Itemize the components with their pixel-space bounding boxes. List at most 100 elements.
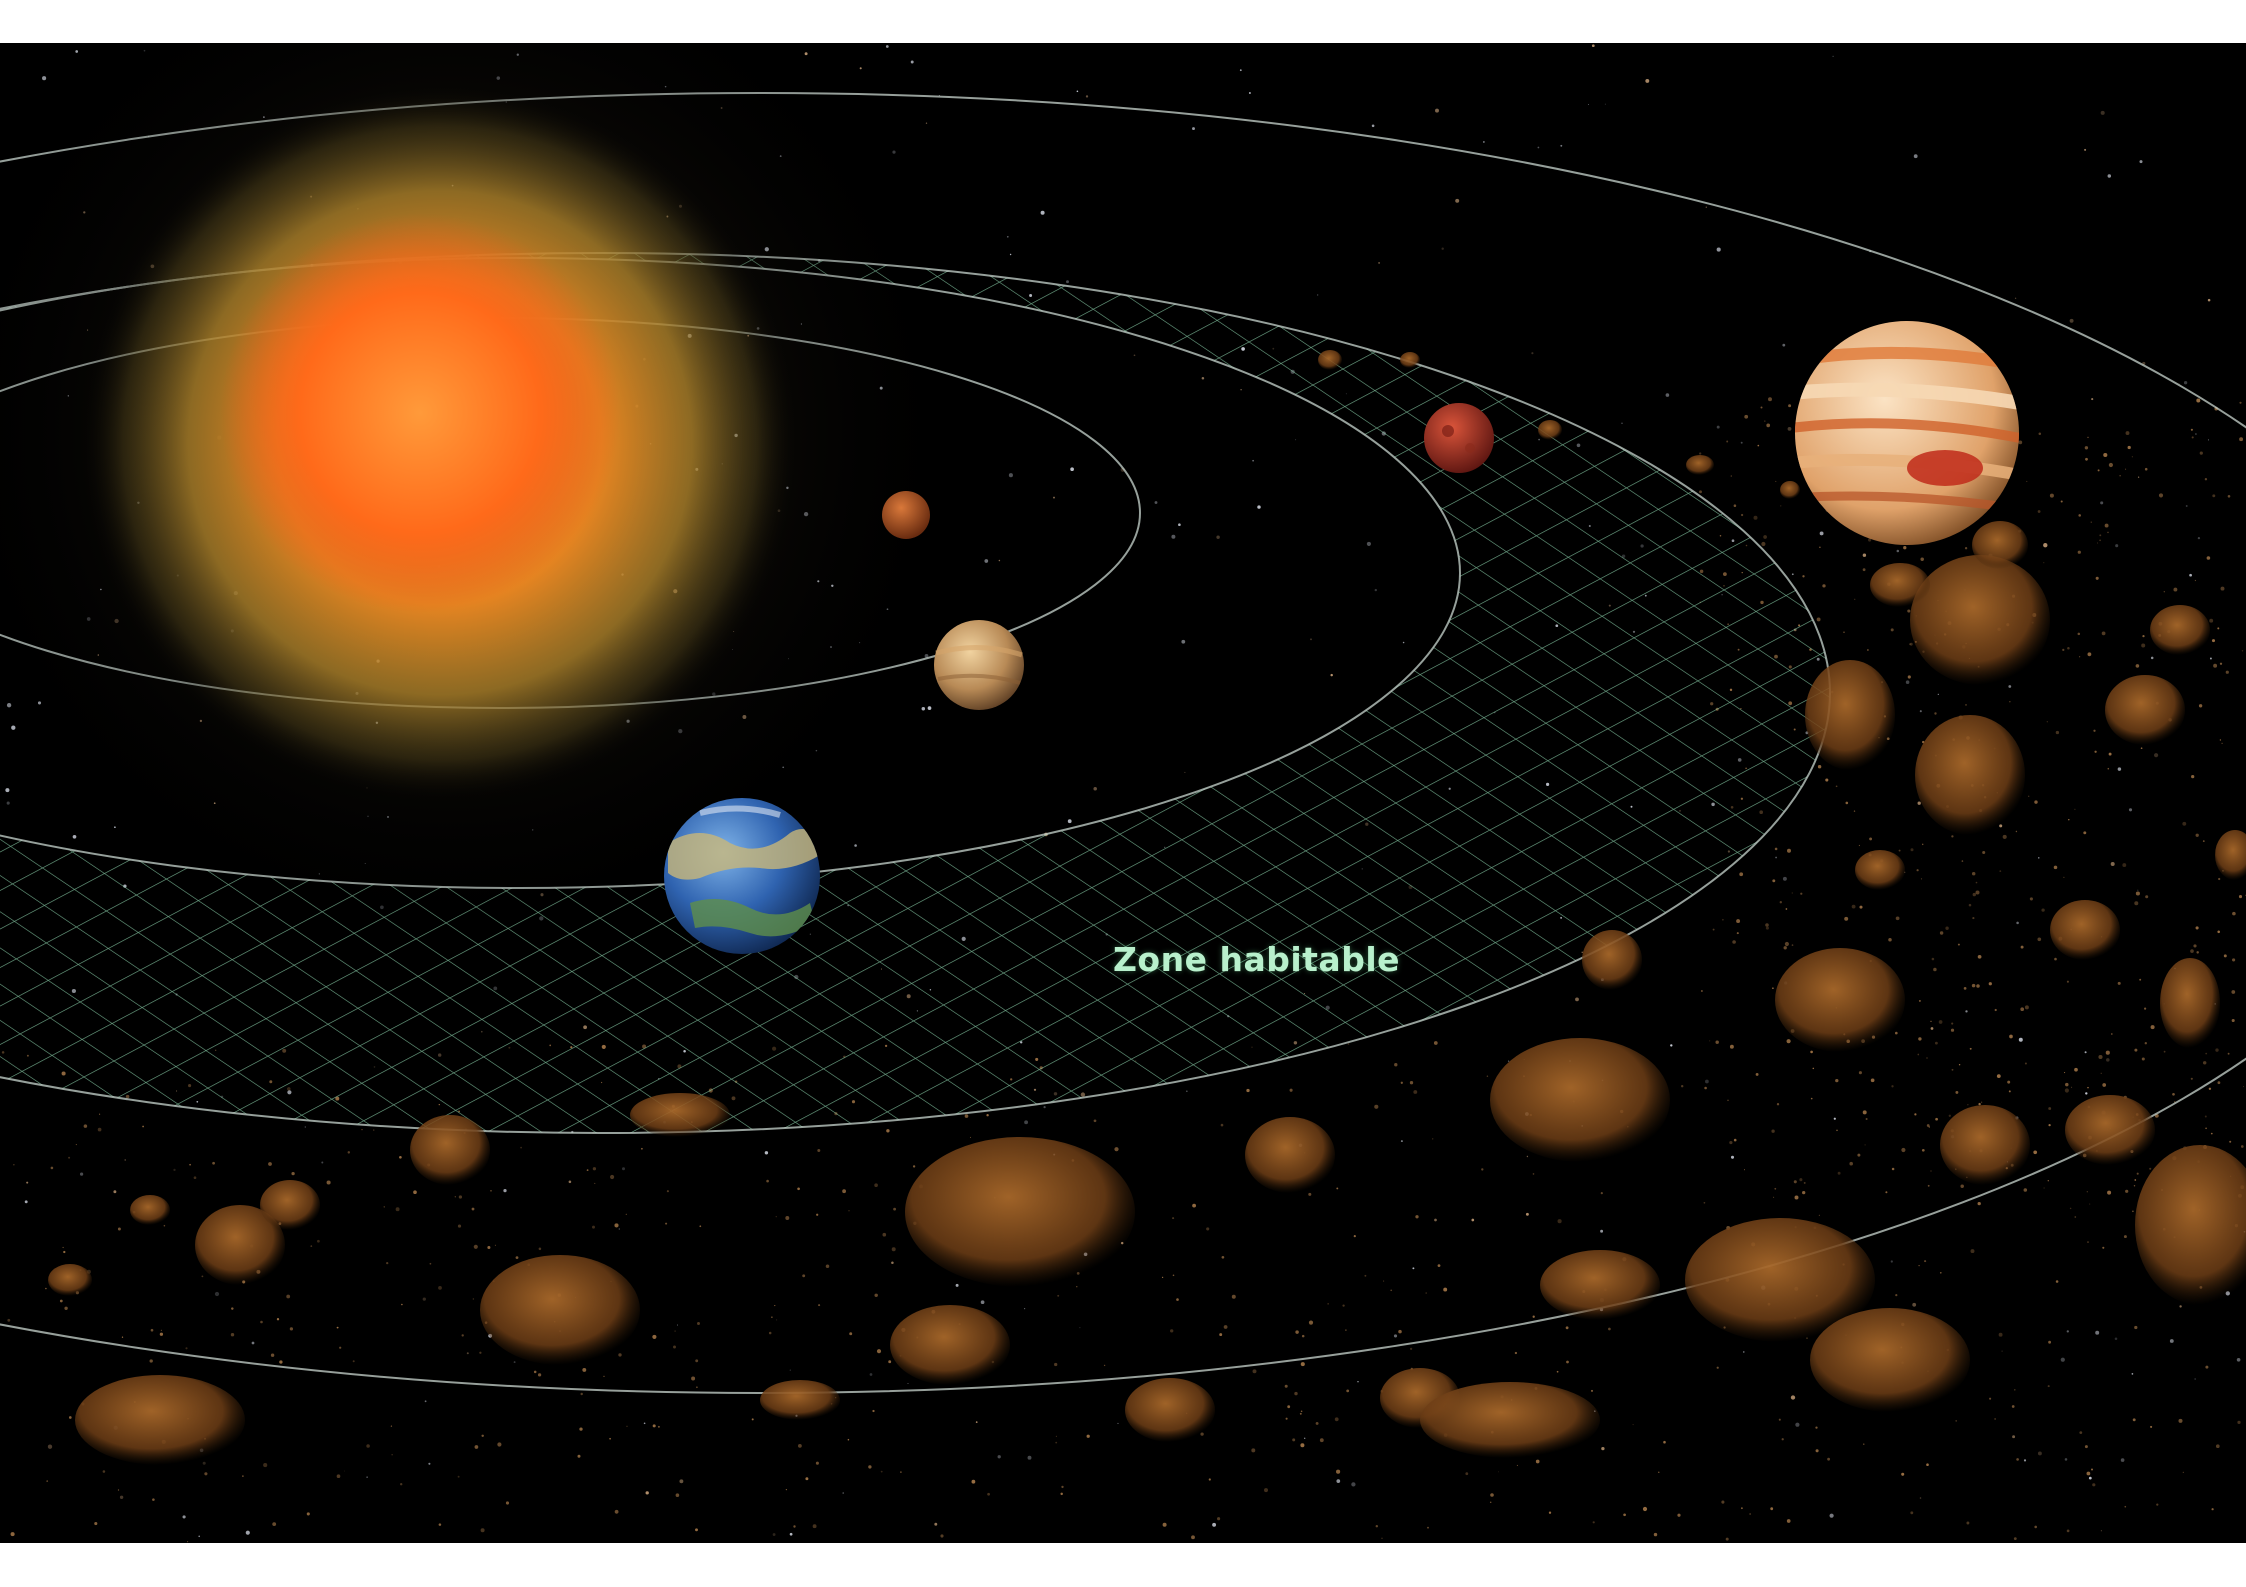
dust-particle [1535, 1459, 1540, 1464]
dust-particle [59, 1299, 63, 1303]
asteroid [2050, 900, 2120, 960]
star-dot [910, 60, 914, 64]
asteroid [1775, 948, 1905, 1052]
dust-particle [876, 1349, 882, 1354]
star-dot [1024, 1308, 1026, 1310]
habitable-zone-label: Zone habitable [1113, 940, 1401, 979]
star-dot [2169, 1339, 2174, 1343]
dust-particle [185, 1347, 188, 1350]
solar-system-diagram: Zone habitable [0, 43, 2246, 1543]
star-dot [1591, 44, 1595, 48]
dust-particle [1172, 1274, 1175, 1277]
dust-particle [1327, 1303, 1329, 1305]
dust-particle [94, 1522, 98, 1526]
star-dot [1117, 1422, 1119, 1424]
dust-particle [152, 1498, 155, 1501]
dust-particle [438, 1523, 442, 1526]
dust-particle [774, 1305, 776, 1307]
dust-particle [336, 1326, 339, 1329]
dust-particle [1294, 1391, 1298, 1396]
dust-particle [538, 1247, 542, 1251]
dust-particle [1076, 1286, 1078, 1288]
dust-particle [1721, 1500, 1725, 1504]
dust-particle [159, 1332, 164, 1336]
dust-particle [1895, 1294, 1898, 1297]
dust-particle [1998, 1332, 2003, 1337]
dust-particle [614, 1509, 619, 1514]
dust-particle [880, 1470, 883, 1473]
star-dot [1085, 95, 1089, 98]
dust-particle [695, 1528, 698, 1532]
sun [0, 43, 970, 953]
dust-particle [2079, 1431, 2083, 1434]
asteroid [1125, 1378, 1215, 1442]
dust-particle [473, 1244, 478, 1249]
dust-particle [481, 1434, 484, 1438]
dust-particle [1827, 1457, 1830, 1461]
star-dot [2023, 1459, 2027, 1462]
dust-particle [150, 1328, 154, 1332]
asteroid [630, 1093, 730, 1137]
dust-particle [1770, 1507, 1774, 1511]
star-dot [1832, 55, 1834, 58]
star-dot [1304, 1437, 1306, 1439]
dust-particle [1054, 1362, 1058, 1367]
dust-particle [149, 1359, 153, 1363]
dust-particle [868, 1465, 872, 1469]
dust-particle [401, 1303, 403, 1306]
dust-particle [1437, 1264, 1441, 1267]
star-dot [1239, 69, 1242, 72]
star-dot [466, 1352, 469, 1355]
dust-particle [533, 1370, 537, 1374]
dust-particle [487, 1245, 491, 1250]
star-dot [1912, 1302, 1917, 1307]
asteroid [1490, 1038, 1670, 1162]
dust-particle [1409, 1347, 1413, 1351]
star-dot [1248, 92, 1251, 94]
asteroid [2135, 1145, 2246, 1305]
star-dot [1743, 1351, 1745, 1353]
asteroid [1972, 521, 2028, 569]
star-dot [1829, 1513, 1834, 1518]
dust-particle [276, 1318, 280, 1321]
dust-particle [537, 1373, 542, 1377]
dust-particle [2016, 1458, 2019, 1461]
star-dot [2012, 1435, 2016, 1439]
star-dot [2088, 1476, 2092, 1480]
star-dot [42, 76, 47, 81]
dust-particle [1346, 1389, 1350, 1393]
star-dot [1357, 1380, 1359, 1383]
star-dot [2100, 110, 2105, 115]
star-dot [2179, 1305, 2182, 1308]
asteroid [1910, 555, 2050, 685]
dust-particle [63, 1250, 66, 1254]
star-dot [955, 1283, 959, 1287]
dust-particle [117, 1489, 120, 1491]
dust-particle [204, 1472, 208, 1476]
dust-particle [805, 1477, 809, 1481]
dust-particle [1292, 1438, 1296, 1442]
dust-particle [675, 1493, 680, 1497]
dust-particle [230, 1333, 235, 1337]
dust-particle [825, 1264, 830, 1268]
dust-particle [1390, 1289, 1393, 1292]
star-dot [1483, 141, 1485, 143]
star-dot [2095, 1330, 2100, 1335]
dust-particle [1427, 1526, 1429, 1529]
star-dot [2120, 1458, 2125, 1462]
dust-particle [1443, 1287, 1448, 1292]
dust-particle [336, 1474, 341, 1479]
star-dot [1192, 127, 1195, 131]
dust-particle [2055, 1280, 2059, 1283]
dust-particle [62, 1246, 64, 1249]
dust-particle [1532, 1315, 1535, 1318]
dust-particle [691, 1376, 696, 1381]
dust-particle [231, 1307, 234, 1310]
dust-particle [1221, 1255, 1225, 1259]
dust-particle [1623, 1513, 1626, 1517]
dust-particle [1231, 1294, 1236, 1299]
dust-particle [1219, 1333, 1223, 1337]
dust-particle [1345, 1329, 1347, 1331]
dust-particle [626, 1425, 628, 1427]
dust-particle [1939, 1271, 1942, 1274]
